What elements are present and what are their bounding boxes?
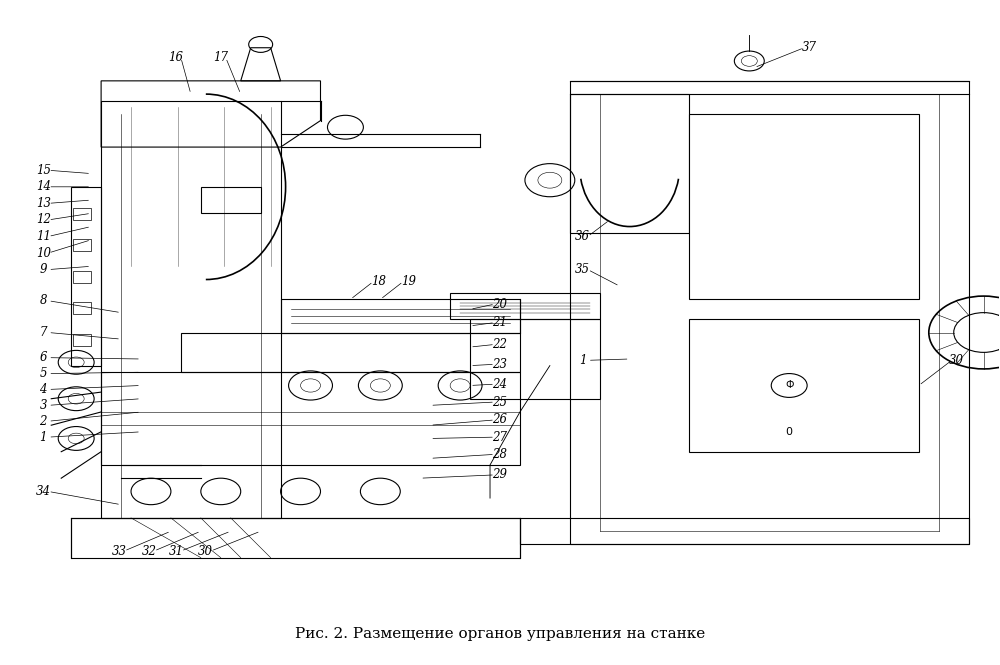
Text: 7: 7	[40, 326, 47, 339]
Text: 10: 10	[36, 247, 51, 259]
Text: 26: 26	[492, 414, 508, 426]
Text: 28: 28	[492, 448, 508, 461]
Text: 3: 3	[40, 399, 47, 412]
Text: 17: 17	[213, 51, 228, 65]
Text: 12: 12	[36, 213, 51, 226]
Text: 29: 29	[492, 468, 508, 481]
Text: 21: 21	[492, 316, 508, 329]
Text: 32: 32	[141, 545, 156, 557]
Text: Ф: Ф	[785, 380, 793, 390]
Text: 30: 30	[198, 545, 213, 557]
Text: 35: 35	[575, 263, 590, 276]
Text: 8: 8	[40, 294, 47, 307]
Bar	[73, 334, 91, 346]
Text: 25: 25	[492, 396, 508, 408]
Text: Рис. 2. Размещение органов управления на станке: Рис. 2. Размещение органов управления на…	[295, 627, 705, 641]
Text: 11: 11	[36, 230, 51, 243]
Text: 30: 30	[949, 354, 964, 367]
Bar	[73, 271, 91, 283]
Text: 13: 13	[36, 197, 51, 210]
Text: 34: 34	[36, 485, 51, 498]
Text: 20: 20	[492, 297, 508, 311]
Text: 36: 36	[575, 230, 590, 243]
Bar	[689, 114, 919, 299]
Text: 15: 15	[36, 164, 51, 177]
Text: 6: 6	[40, 351, 47, 364]
Text: 0: 0	[786, 427, 793, 437]
Text: 27: 27	[492, 431, 508, 444]
Text: 4: 4	[40, 383, 47, 396]
Bar	[73, 239, 91, 251]
Text: 5: 5	[40, 367, 47, 380]
Text: 1: 1	[579, 354, 587, 367]
Text: 37: 37	[802, 41, 817, 55]
Bar	[689, 319, 919, 452]
Text: 23: 23	[492, 358, 508, 371]
Text: 24: 24	[492, 378, 508, 390]
Text: 22: 22	[492, 338, 508, 351]
Bar	[73, 208, 91, 220]
Text: 9: 9	[40, 263, 47, 276]
Text: 33: 33	[112, 545, 127, 557]
Text: 1: 1	[40, 431, 47, 444]
Text: 18: 18	[371, 275, 386, 288]
Text: 14: 14	[36, 180, 51, 194]
Bar	[73, 303, 91, 315]
Text: 31: 31	[168, 545, 183, 557]
Text: 19: 19	[401, 275, 416, 288]
Text: 16: 16	[168, 51, 183, 65]
Text: 2: 2	[40, 415, 47, 428]
